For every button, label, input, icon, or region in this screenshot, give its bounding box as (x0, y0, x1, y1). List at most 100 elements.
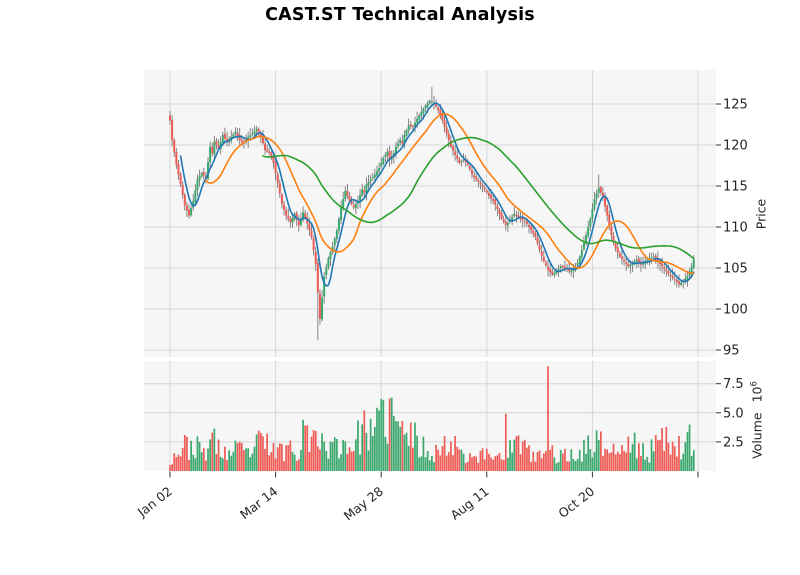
volume-bar (661, 428, 663, 471)
volume-bar (576, 459, 579, 471)
candle-body (318, 293, 321, 319)
candle-body (344, 190, 347, 199)
volume-bar (572, 458, 575, 471)
volume-bar (583, 439, 585, 471)
volume-bar (293, 454, 296, 471)
candle-body (462, 159, 465, 161)
volume-bar (481, 448, 484, 471)
candle-body (223, 134, 226, 139)
candle-body (498, 209, 501, 214)
candle-body (287, 215, 290, 219)
price-axis-label: Price (754, 199, 769, 230)
volume-bar (502, 460, 505, 471)
candle-body (403, 135, 406, 145)
candle-body (460, 161, 463, 163)
volume-bar (437, 449, 440, 471)
volume-bar (283, 461, 285, 471)
candle-body (200, 172, 203, 177)
volume-bar (500, 459, 503, 471)
volume-bar (521, 441, 524, 471)
volume-bar (460, 449, 463, 471)
candle-body (576, 263, 579, 266)
candle-body (458, 159, 461, 164)
volume-bar (682, 453, 685, 471)
x-tick-label: Jan 02 (134, 484, 175, 521)
candle-body (397, 143, 400, 147)
candle-body (525, 221, 528, 224)
volume-tick-label: 2.5 (723, 435, 744, 450)
candle-body (654, 255, 657, 259)
candle-body (283, 204, 286, 210)
volume-bar (496, 455, 499, 471)
volume-bar (587, 435, 590, 471)
candle-body (367, 181, 370, 186)
candle-body (496, 205, 499, 209)
volume-bar (393, 415, 395, 471)
volume-bar (447, 452, 450, 471)
volume-bar (348, 447, 351, 471)
candle-body (587, 227, 590, 237)
candle-body (329, 252, 332, 260)
candle-body (378, 167, 381, 172)
volume-bar (621, 444, 623, 471)
volume-bar (650, 439, 653, 471)
candle-body (601, 192, 604, 198)
volume-bar (262, 436, 264, 471)
volume-bar (511, 452, 513, 471)
volume-bar (627, 436, 630, 471)
volume-bar (304, 425, 307, 471)
volume-bar (657, 440, 659, 471)
candle-body (466, 162, 469, 165)
volume-bar (257, 430, 260, 471)
volume-bar (538, 450, 541, 471)
volume-bar (578, 449, 581, 471)
volume-bar (238, 441, 241, 471)
candle-body (418, 115, 421, 120)
candle-body (547, 266, 550, 270)
candle-body (637, 258, 640, 263)
volume-bar (680, 459, 682, 471)
gridlines (144, 70, 716, 471)
candle-body (568, 269, 571, 272)
candle-body (452, 146, 455, 151)
volume-bar (192, 454, 195, 471)
volume-bar (574, 460, 577, 471)
volume-bar (390, 397, 393, 471)
candle-body (173, 139, 176, 153)
candle-body (523, 221, 526, 223)
volume-bar (526, 447, 528, 471)
tick-marks (169, 103, 721, 478)
volume-bar (471, 457, 473, 471)
volume-bar (355, 439, 357, 471)
volume-bar (253, 446, 256, 471)
candle-body (435, 102, 438, 107)
candle-body (289, 218, 292, 223)
volume-tick-label: 7.5 (723, 377, 744, 392)
candle-body (274, 162, 277, 173)
volume-bar (272, 443, 275, 471)
price-tick-label: 100 (723, 303, 748, 318)
candle-body (304, 213, 307, 218)
candle-body (375, 171, 378, 176)
x-tick-label: Mar 14 (237, 484, 281, 523)
volume-bar (667, 442, 670, 471)
candle-body (663, 267, 666, 269)
candle-body (321, 297, 324, 320)
volume-bar (401, 420, 404, 471)
volume-bar (684, 442, 687, 471)
candle-body (494, 199, 497, 205)
candle-body (481, 184, 484, 187)
volume-bar (619, 454, 621, 471)
volume-bar (281, 444, 283, 471)
candle-body (371, 176, 374, 179)
candle-body (475, 176, 478, 180)
candle-body (553, 272, 556, 275)
volume-bar (369, 418, 372, 471)
volume-bar (211, 432, 214, 471)
candle-body (582, 242, 585, 250)
candle-body (614, 242, 617, 249)
volume-bar (268, 455, 271, 471)
candle-body (612, 236, 615, 242)
volume-bar (654, 434, 657, 471)
candle-body (255, 128, 258, 131)
